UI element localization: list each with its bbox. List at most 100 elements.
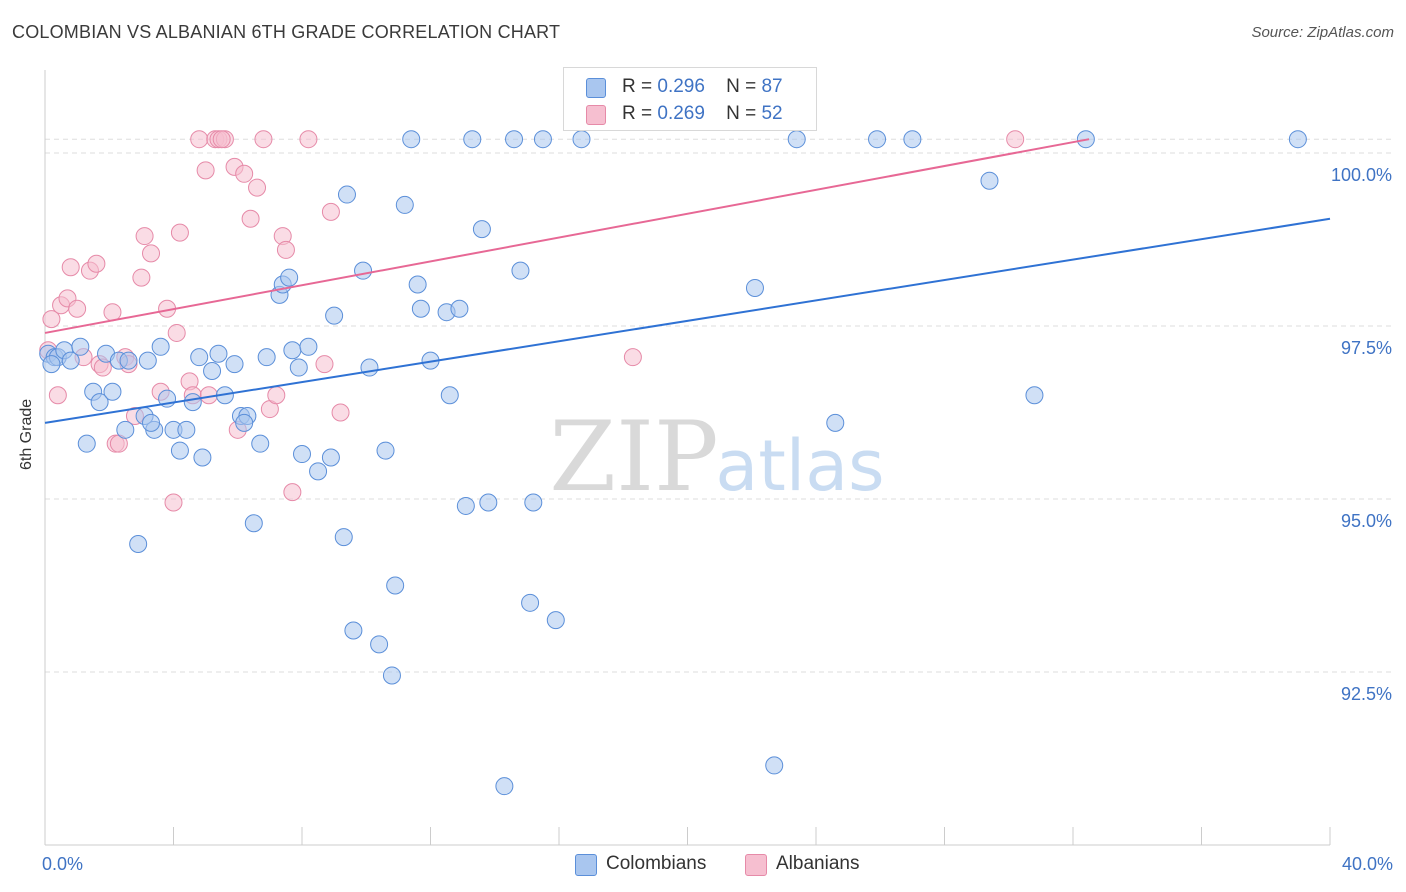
colombian-point	[787, 130, 806, 149]
colombian-point	[71, 337, 90, 356]
y-tick-label: 100.0%	[1331, 165, 1392, 185]
colombian-point	[142, 413, 161, 432]
colombian-point	[42, 355, 61, 374]
albanian-point	[135, 227, 154, 246]
colombian-point	[745, 278, 764, 297]
albanian-point	[248, 178, 267, 197]
colombian-point	[203, 362, 222, 381]
legend-swatch-pink	[586, 105, 606, 125]
colombian-point	[411, 299, 430, 318]
legend-n-label: N =	[726, 76, 757, 97]
albanian-point	[61, 258, 80, 277]
albanian-point	[190, 130, 209, 149]
albanian-point	[87, 254, 106, 273]
colombian-point	[511, 261, 530, 280]
colombian-point	[177, 420, 196, 439]
albanian-point	[170, 223, 189, 242]
colombian-point	[103, 382, 122, 401]
albanian-point	[315, 355, 334, 374]
x-tick-label: 40.0%	[1342, 854, 1393, 874]
chart-title: COLOMBIAN VS ALBANIAN 6TH GRADE CORRELAT…	[12, 22, 561, 42]
albanian-point	[254, 130, 273, 149]
albanian-point	[212, 130, 231, 149]
colombian-point	[151, 337, 170, 356]
colombian-point	[334, 528, 353, 547]
colombian-point	[235, 413, 254, 432]
colombian-point	[765, 756, 784, 775]
watermark-atlas: atlas	[715, 425, 884, 507]
albanian-point	[623, 348, 642, 367]
colombian-point	[1025, 386, 1044, 405]
colombian-point	[61, 351, 80, 370]
colombian-point	[209, 344, 228, 363]
albanian-point	[196, 161, 215, 180]
colombian-point	[826, 413, 845, 432]
colombian-point	[1288, 130, 1307, 149]
colombian-point	[524, 493, 543, 512]
colombian-point	[138, 351, 157, 370]
colombian-point	[337, 185, 356, 204]
albanian-point	[48, 386, 67, 405]
colombian-point	[402, 130, 421, 149]
colombian-point	[370, 635, 389, 654]
stats-legend: R = 0.296 N = 87 R = 0.269 N = 52	[563, 67, 817, 131]
albanian-point	[283, 483, 302, 502]
albanian-point	[142, 244, 161, 263]
y-tick-label: 92.5%	[1341, 684, 1392, 704]
legend-label-albanians: Albanians	[776, 853, 860, 874]
legend-n-label: N =	[726, 103, 757, 124]
colombian-point	[386, 576, 405, 595]
albanian-point	[276, 240, 295, 259]
colombian-point	[521, 593, 540, 612]
colombian-point	[77, 434, 96, 453]
colombian-point	[170, 441, 189, 460]
albanian-point	[164, 493, 183, 512]
colombian-point	[479, 493, 498, 512]
colombian-point	[193, 448, 212, 467]
colombian-point	[376, 441, 395, 460]
gridlines	[45, 138, 1395, 673]
colombian-point	[980, 171, 999, 190]
tick-labels: 100.0% 97.5% 95.0% 92.5% 0.0% 40.0%	[42, 165, 1393, 874]
colombian-point	[450, 299, 469, 318]
colombian-point	[572, 130, 591, 149]
legend-r-value: 0.269	[657, 103, 705, 124]
colombian-point	[463, 130, 482, 149]
colombian-point	[299, 337, 318, 356]
albanian-point	[321, 202, 340, 221]
colombian-point	[325, 306, 344, 325]
trend-line-albanians	[44, 138, 1090, 334]
colombian-point	[251, 434, 270, 453]
watermark: ZIP atlas	[549, 401, 884, 513]
legend-swatch-blue	[575, 854, 597, 876]
colombian-point	[354, 261, 373, 280]
colombian-point	[533, 130, 552, 149]
albanian-point	[42, 310, 61, 329]
colombian-point	[257, 348, 276, 367]
legend-r-value: 0.296	[657, 76, 705, 97]
colombian-point	[280, 268, 299, 287]
colombian-point	[183, 393, 202, 412]
albanian-point	[103, 303, 122, 322]
colombian-point	[116, 420, 135, 439]
colombian-point	[903, 130, 922, 149]
colombian-point	[283, 341, 302, 360]
albanian-point	[167, 323, 186, 342]
legend-label-colombians: Colombians	[606, 853, 707, 874]
legend-r-label: R =	[622, 103, 653, 124]
colombian-point	[293, 445, 311, 464]
colombian-point	[472, 220, 491, 239]
axes	[44, 70, 1331, 846]
trend-line-colombians	[44, 217, 1331, 424]
albanian-point	[68, 299, 87, 318]
y-tick-label: 95.0%	[1341, 511, 1392, 531]
legend-n-value: 87	[761, 76, 783, 97]
watermark-zip: ZIP	[549, 401, 718, 513]
albanian-point	[331, 403, 350, 422]
colombian-point	[190, 348, 209, 367]
colombian-point	[440, 386, 459, 405]
y-tick-label: 97.5%	[1341, 338, 1392, 358]
colombian-point	[90, 393, 109, 412]
colombian-point	[289, 358, 308, 377]
